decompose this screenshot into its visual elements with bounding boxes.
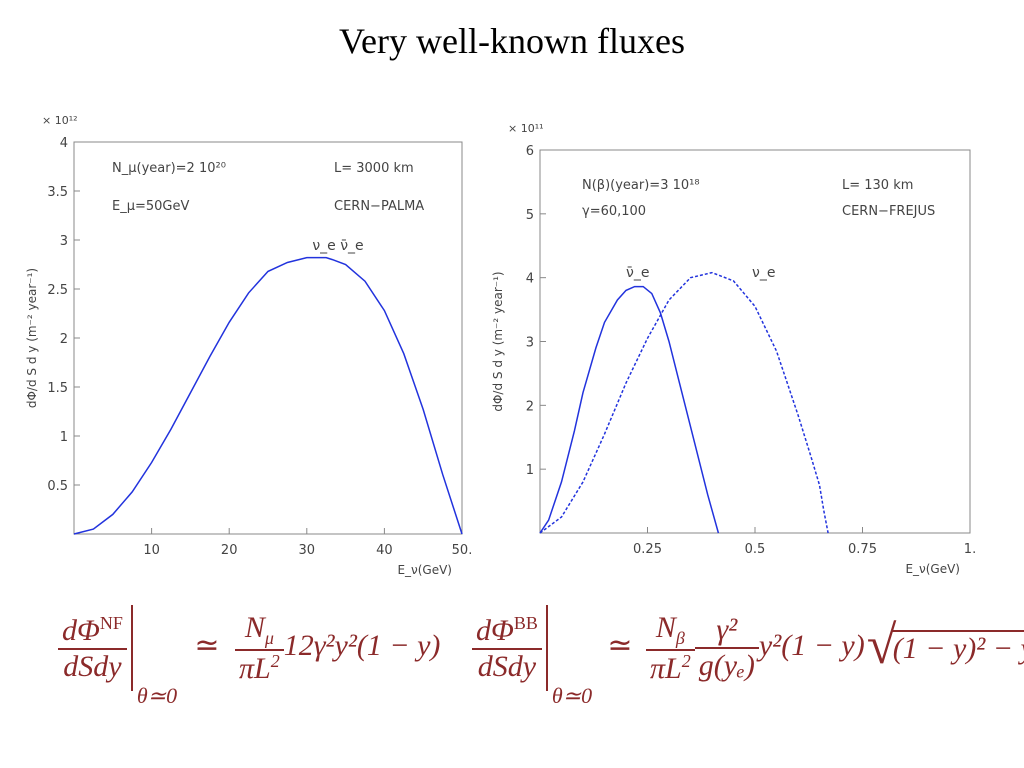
series-label: ν_e (752, 265, 775, 281)
y-tick-label: 3 (60, 234, 68, 249)
annotation-text: N(β)(year)=3 10¹⁸ (582, 178, 700, 193)
annotation-text: L= 3000 km (334, 161, 414, 176)
y-tick-label: 2 (60, 332, 68, 347)
evaluation-condition: θ≃0 (551, 683, 593, 708)
y-tick-label: 5 (526, 208, 534, 223)
y-tick-label: 3 (526, 336, 534, 351)
y-axis-label: dΦ/d S d y (m⁻² year⁻¹) (25, 268, 39, 408)
coef-num: N (655, 610, 676, 644)
annotation-text: CERN−FREJUS (842, 204, 935, 219)
y-tick-label: 4 (526, 272, 534, 287)
x-tick-label: 0.5 (745, 542, 766, 557)
coef-den: πL (650, 651, 682, 685)
y-tick-label: 4 (60, 136, 68, 151)
y-multiplier: × 10¹¹ (508, 122, 544, 135)
x-tick-label: 0.25 (633, 542, 662, 557)
x-axis-label: E_ν(GeV) (905, 562, 960, 576)
square-root: (1 − y)² − yₑ² (867, 614, 1024, 676)
y-tick-label: 1 (526, 463, 534, 478)
beta-beam-flux-chart: × 10¹¹ 1 2 3 4 5 6 0.25 0.5 0.75 1. E_ν(GeV) dΦ/d S … (491, 122, 976, 576)
coefficient-fraction: Nβ πL2 (646, 611, 695, 686)
y-tick-label: 1 (60, 430, 68, 445)
x-tick-label: 40 (376, 543, 393, 558)
curve-label: ν_e ν̄_e (312, 238, 363, 254)
numerator-sup: BB (513, 612, 538, 633)
x-tick-label: 30 (299, 543, 316, 558)
x-tick-label: 50. (452, 543, 473, 558)
formula-tail: 12γ²y²(1 − y) (283, 628, 441, 662)
gamma-den: g(yₑ) (698, 649, 755, 682)
y-tick-label: 2.5 (47, 283, 68, 298)
coef-num-sub: μ (264, 627, 274, 648)
evaluation-bar: θ≃0 (130, 605, 179, 708)
y-tick-label: 2 (526, 399, 534, 414)
numerator: dΦ (62, 613, 100, 647)
relation-symbol: ≃ (607, 628, 633, 662)
evaluation-condition: θ≃0 (136, 683, 178, 708)
x-axis-label: E_ν(GeV) (397, 563, 452, 577)
annotation-text: N_μ(year)=2 10²⁰ (112, 161, 226, 176)
annotation-text: γ=60,100 (582, 204, 646, 219)
denominator: dSdy (477, 649, 537, 683)
y-tick-label: 3.5 (47, 185, 68, 200)
numerator: dΦ (476, 613, 514, 647)
y-tick-label: 6 (526, 144, 534, 159)
relation-symbol: ≃ (194, 628, 220, 662)
evaluation-bar: θ≃0 (545, 605, 594, 708)
y-tick-label: 1.5 (47, 381, 68, 396)
series-line (73, 256, 463, 535)
y-multiplier: × 10¹² (42, 114, 78, 127)
x-tick-label: 10 (143, 543, 160, 558)
y-axis-label: dΦ/d S d y (m⁻² year⁻¹) (491, 271, 505, 411)
flux-derivative-fraction: dΦBB dSdy (472, 613, 542, 684)
gamma-fraction: γ² g(yₑ) (694, 613, 759, 683)
series-label: ν̄_e (626, 265, 649, 281)
coef-den-sup: 2 (270, 650, 280, 671)
x-tick-label: 1. (964, 542, 976, 557)
flux-derivative-fraction: dΦNF dSdy (58, 613, 127, 684)
y-tick-label: 0.5 (47, 479, 68, 494)
coef-num: N (244, 610, 265, 644)
coef-den-sup: 2 (681, 650, 691, 671)
series-line (539, 271, 829, 534)
x-tick-label: 0.75 (848, 542, 877, 557)
slide-title: Very well-known fluxes (339, 21, 685, 61)
annotation-text: E_μ=50GeV (112, 199, 189, 214)
gamma-num: γ² (694, 613, 759, 649)
annotation-text: CERN−PALMA (334, 199, 424, 214)
annotation-text: L= 130 km (842, 178, 913, 193)
formula-tail: y²(1 − y) (758, 628, 865, 662)
bb-flux-formula: dΦBB dSdy θ≃0 ≃ Nβ πL2 γ² g(yₑ) y²(1 − y… (472, 605, 1024, 708)
coef-den: πL (239, 651, 271, 685)
nf-flux-chart: × 10¹² 0.5 1 1.5 2 2.5 3 3.5 4 10 20 30 40 50.E_ν(GeV… (25, 114, 473, 577)
x-tick-label: 20 (221, 543, 238, 558)
series-line (539, 285, 720, 534)
coef-num-sub: β (675, 627, 685, 648)
coefficient-fraction: Nμ πL2 (235, 611, 284, 686)
denominator: dSdy (63, 649, 122, 683)
numerator-sup: NF (99, 612, 123, 633)
nf-flux-formula: dΦNF dSdy θ≃0 ≃ Nμ πL2 12γ²y²(1 − y) (58, 605, 441, 708)
